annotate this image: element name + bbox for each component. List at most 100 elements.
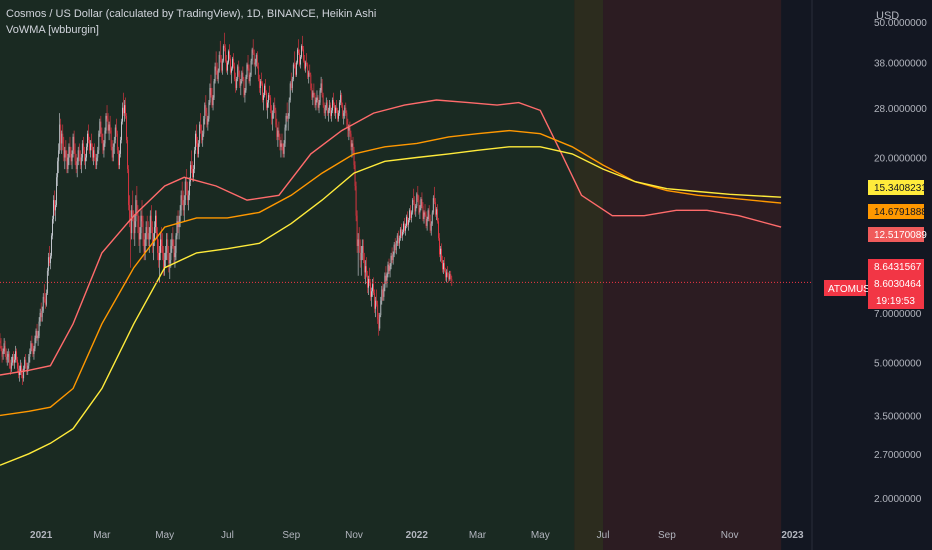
candle-body (318, 102, 320, 108)
candle-body (189, 165, 191, 182)
candle-body (255, 54, 257, 63)
time-tick-label: 2023 (781, 530, 804, 541)
candle-body (414, 202, 416, 212)
yellow-ma-line (0, 146, 782, 466)
price-axis: USD 50.0000000 38.0000000 28.0000000 20.000… (874, 10, 927, 505)
candle-body (145, 227, 147, 240)
candle-body (385, 275, 387, 281)
candle-body (85, 157, 86, 162)
candle-body (222, 46, 224, 61)
candle-body (151, 227, 153, 246)
candle-body (205, 105, 207, 114)
candle-body (43, 296, 45, 299)
candle-body (351, 143, 353, 147)
candle-body (339, 102, 341, 114)
candle-body (16, 351, 17, 360)
candle-body (418, 200, 420, 213)
candle-body (67, 157, 69, 170)
candle-body (193, 169, 194, 178)
time-tick-label: Mar (469, 530, 487, 541)
candle-body (431, 212, 433, 224)
candle-body (257, 66, 259, 80)
candle-body (8, 354, 10, 366)
candle-body (239, 74, 241, 86)
candle-body (65, 150, 67, 158)
candle-body (370, 282, 371, 297)
last-price-badge: 8.6431567 8.6030464 19:19:53 (868, 259, 924, 309)
candle-body (113, 140, 115, 147)
candle-body (352, 143, 354, 151)
candle-body (173, 245, 175, 258)
candle-body (132, 210, 134, 216)
candle-body (232, 58, 233, 69)
indicator-label[interactable]: VoWMA [wbburgin] (6, 24, 99, 36)
candle-body (268, 95, 270, 103)
candle-body (378, 319, 380, 329)
candle-body (291, 79, 293, 88)
candle-body (94, 150, 96, 158)
candle-body (135, 200, 137, 222)
candle-body (35, 330, 37, 339)
candle-body (389, 266, 391, 271)
red-ma-value: 12.5170089 (874, 230, 927, 241)
time-tick-label: 2022 (406, 530, 429, 541)
candle-body (261, 81, 262, 84)
candle-body (174, 252, 176, 258)
candle-body (279, 136, 281, 147)
candle-body (187, 195, 189, 201)
candle-body (342, 105, 344, 116)
zone-olive-1 (574, 0, 604, 550)
candle-body (308, 72, 310, 77)
candle-body (284, 127, 286, 144)
candle-body (270, 97, 272, 111)
candle-body (428, 210, 430, 220)
candle-body (2, 351, 4, 355)
candle-body (184, 181, 186, 201)
candle-body (11, 356, 13, 363)
candle-body (177, 221, 179, 228)
candle-body (345, 107, 347, 114)
candle-body (246, 64, 248, 77)
candle-body (160, 239, 161, 253)
candle-body (36, 330, 38, 339)
candle-body (358, 239, 360, 246)
candle-body (103, 143, 105, 151)
candle-body (274, 105, 276, 111)
price-tick-label: 28.0000000 (874, 104, 927, 115)
candle-body (29, 351, 31, 357)
candle-body (422, 206, 424, 220)
candle-body (5, 354, 7, 360)
candle-body (381, 289, 383, 301)
candle-body (172, 239, 174, 246)
candle-body (373, 284, 374, 294)
candle-body (10, 362, 12, 369)
candle-body (367, 275, 368, 288)
candle-body (382, 289, 384, 297)
candle-body (37, 335, 39, 339)
time-tick-label: Sep (282, 530, 300, 541)
candle-body (73, 136, 75, 151)
candle-body (164, 260, 166, 268)
candle-body (374, 293, 376, 309)
candle-body (337, 110, 338, 119)
candle-body (289, 83, 291, 101)
candle-body (301, 46, 302, 57)
candle-body (329, 105, 331, 116)
time-tick-label: Mar (93, 530, 111, 541)
candle-body (121, 121, 122, 141)
candle-body (68, 146, 70, 158)
candle-body (66, 157, 68, 170)
candle-body (80, 157, 82, 166)
candle-body (445, 270, 447, 278)
candle-body (138, 227, 140, 240)
candle-body (294, 66, 296, 75)
candle-body (290, 83, 292, 88)
candle-body (78, 150, 80, 158)
candle-body (335, 107, 336, 114)
candle-body (321, 83, 323, 96)
candle-body (363, 260, 365, 273)
candle-body (104, 130, 106, 144)
candle-body (96, 157, 98, 166)
candle-body (141, 215, 143, 222)
